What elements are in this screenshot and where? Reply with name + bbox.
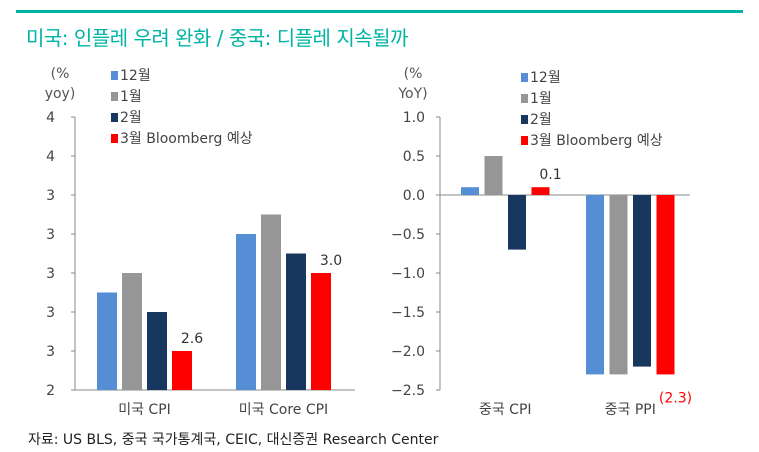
data-label: 2.6 [181, 331, 203, 347]
source-note: 자료: US BLS, 중국 국가통계국, CEIC, 대신증권 Researc… [28, 432, 439, 448]
page-title: 미국: 인플레 우려 완화 / 중국: 디플레 지속될까 [26, 26, 408, 50]
x-category-label: 중국 PPI [605, 402, 656, 418]
data-label: 3.0 [320, 253, 342, 269]
legend-label: 2월 [120, 110, 142, 126]
legend-swatch [111, 113, 118, 122]
y-tick-label: 3 [46, 188, 55, 204]
x-category-label: 미국 Core CPI [239, 402, 328, 418]
y-axis-label: (% [404, 66, 423, 82]
bar [633, 195, 651, 367]
y-tick-label: −2.5 [391, 383, 425, 399]
top-divider [16, 10, 743, 13]
y-tick-label: 3 [46, 266, 55, 282]
data-label: 0.1 [539, 167, 561, 183]
y-tick-label: 4 [46, 149, 55, 165]
legend-swatch [521, 136, 528, 145]
bar [461, 187, 479, 195]
y-tick-label: 1.0 [403, 110, 425, 126]
bar [586, 195, 604, 375]
y-tick-label: 3 [46, 227, 55, 243]
legend-label: 12월 [120, 68, 151, 84]
bar [311, 273, 331, 390]
y-tick-label: −2.0 [391, 344, 425, 360]
legend-label: 3월 Bloomberg 예상 [530, 133, 663, 149]
y-tick-label: 0.0 [403, 188, 425, 204]
y-axis-label: (% [51, 66, 70, 82]
bar [508, 195, 526, 250]
y-tick-label: 2 [46, 383, 55, 399]
bar [484, 156, 503, 195]
y-tick-label: 4 [46, 110, 55, 126]
x-category-label: 중국 CPI [479, 402, 532, 418]
legend-label: 12월 [530, 70, 561, 86]
legend-swatch [521, 94, 528, 103]
legend-label: 2월 [530, 112, 552, 128]
y-tick-label: 0.5 [403, 149, 425, 165]
x-category-label: 미국 CPI [118, 402, 171, 418]
y-tick-label: −1.0 [391, 266, 425, 282]
y-tick-label: −0.5 [391, 227, 425, 243]
data-label: (2.3) [659, 390, 692, 406]
bar [286, 253, 306, 390]
bar [261, 214, 281, 390]
legend-label: 1월 [120, 89, 142, 105]
y-tick-label: 3 [46, 344, 55, 360]
y-tick-label: −1.5 [391, 305, 425, 321]
legend-label: 3월 Bloomberg 예상 [120, 131, 253, 147]
y-axis-label: YoY) [397, 86, 427, 102]
legend-swatch [521, 115, 528, 124]
legend-swatch [521, 73, 528, 82]
bar [147, 312, 167, 390]
bar [172, 351, 192, 390]
bar [97, 292, 117, 390]
bar [122, 273, 142, 390]
bar [236, 234, 256, 390]
bar [609, 195, 628, 375]
bar [531, 187, 550, 195]
y-axis-label: yoy) [45, 86, 76, 102]
legend-swatch [111, 134, 118, 143]
legend-label: 1월 [530, 91, 552, 107]
legend-swatch [111, 92, 118, 101]
y-tick-label: 3 [46, 305, 55, 321]
bar [656, 195, 675, 375]
legend-swatch [111, 71, 118, 80]
